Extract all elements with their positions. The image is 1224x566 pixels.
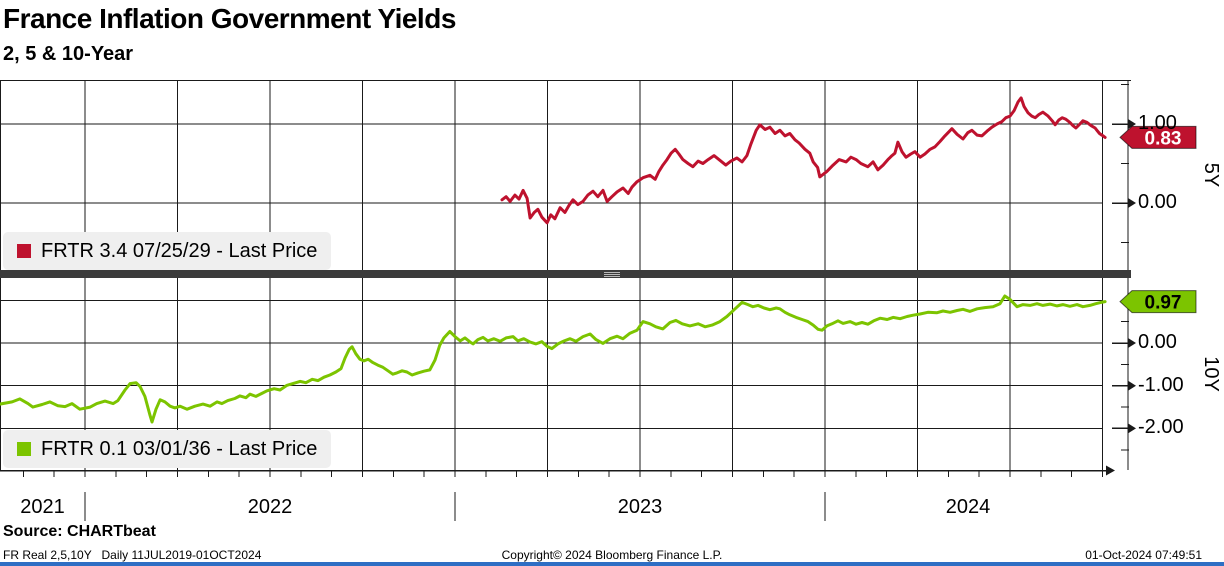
panel-label-10y: 10Y (1200, 356, 1222, 392)
source-line: Source: CHARTbeat (3, 523, 156, 540)
panel-label-5y: 5Y (1200, 162, 1222, 188)
y-tick-label: -1.00 (1138, 373, 1184, 396)
page-title: France Inflation Government Yields (3, 3, 456, 34)
last-price-tag-5y[interactable] (1119, 125, 1197, 149)
y-tick-label: 1.00 (1138, 112, 1177, 134)
x-axis-year-label: 2021 (20, 496, 65, 518)
last-price-value-10y: 0.97 (1145, 293, 1182, 314)
footer-range-text: FR Real 2,5,10Y Daily 11JUL2019-01OCT202… (3, 548, 262, 562)
y-tick-arrow-icon (1128, 119, 1136, 129)
last-price-value-5y: 0.83 (1145, 128, 1182, 149)
legend-label: FRTR 0.1 03/01/36 - Last Price (41, 437, 318, 460)
series-line-10y (0, 294, 1107, 424)
y-tick-label: 0.00 (1138, 191, 1177, 213)
x-axis-arrow-icon (1106, 465, 1115, 476)
y-tick-arrow-icon (1128, 380, 1136, 391)
legend-label: FRTR 3.4 07/25/29 - Last Price (41, 239, 318, 262)
y-tick-label: -2.00 (1138, 416, 1184, 439)
footer-timestamp: 01-Oct-2024 07:49:51 (1085, 548, 1202, 562)
y-tick-arrow-icon (1128, 198, 1136, 208)
legend-swatch-icon (17, 442, 31, 456)
y-tick-arrow-icon (1128, 423, 1136, 434)
legend-swatch-icon (17, 244, 31, 258)
y-tick-arrow-icon (1128, 338, 1136, 348)
footer-copyright: Copyright© 2024 Bloomberg Finance L.P. (501, 548, 723, 562)
page-subtitle: 2, 5 & 10-Year (3, 43, 134, 65)
bottom-blue-bar (0, 562, 1224, 566)
last-price-tag-10y[interactable] (1119, 290, 1197, 314)
series-line-5y (500, 96, 1107, 225)
panel-separator (0, 270, 1131, 278)
legend-5y[interactable]: FRTR 3.4 07/25/29 - Last Price (3, 232, 332, 270)
x-axis-year-label: 2024 (945, 496, 991, 518)
x-axis-year-label: 2023 (617, 496, 663, 518)
legend-10y[interactable]: FRTR 0.1 03/01/36 - Last Price (3, 430, 332, 468)
x-axis-year-label: 2022 (247, 496, 293, 518)
y-tick-label: 0.00 (1138, 331, 1177, 353)
